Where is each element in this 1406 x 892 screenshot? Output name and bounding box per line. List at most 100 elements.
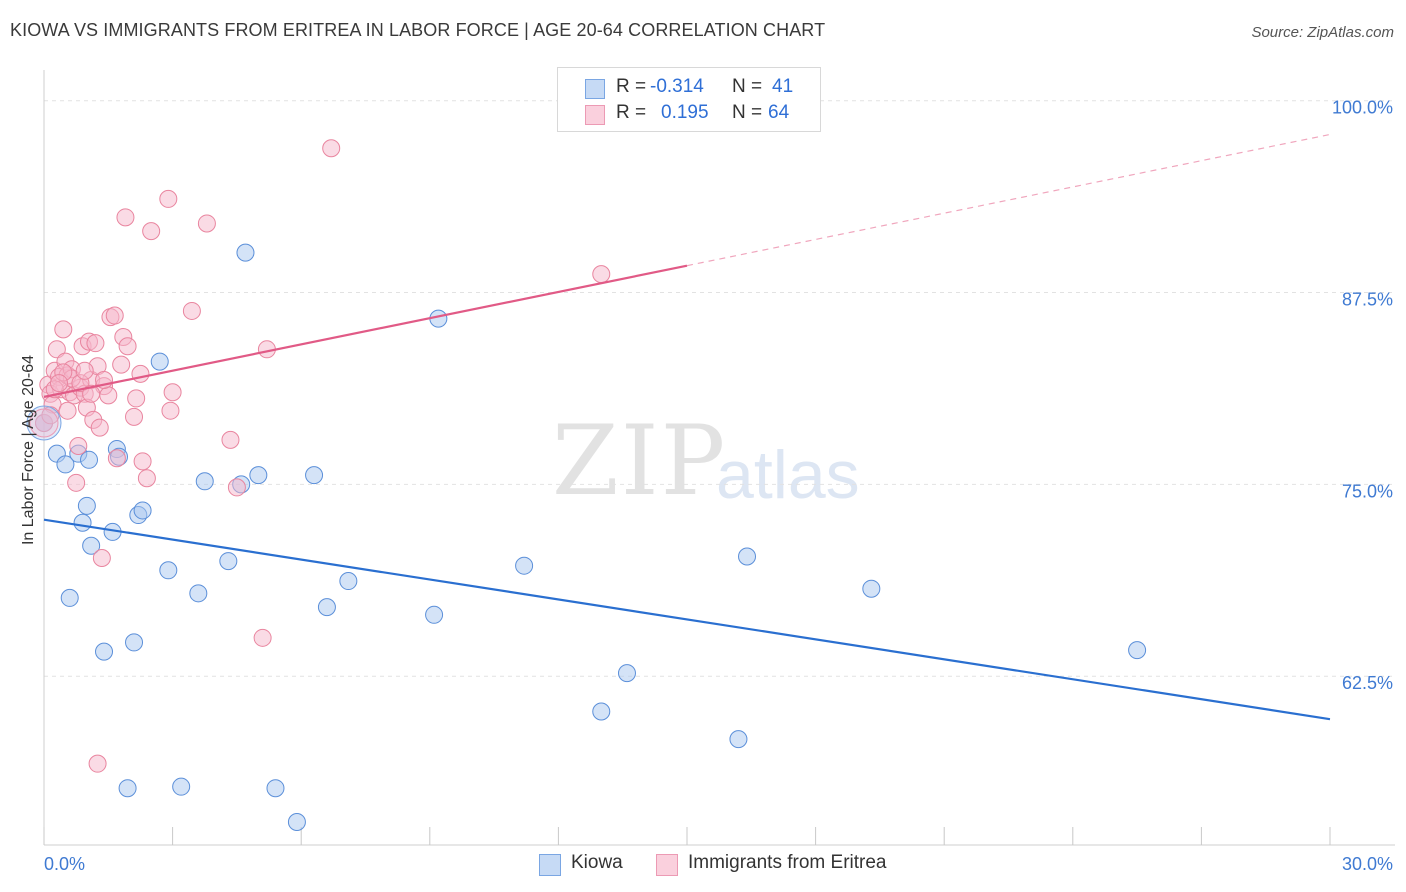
kiowa-point — [60, 588, 79, 607]
kiowa-point — [95, 642, 114, 661]
kiowa-trend-line — [43, 518, 1331, 721]
eritrea-point — [127, 389, 146, 408]
kiowa-point — [592, 702, 611, 721]
kiowa-point — [77, 496, 96, 515]
legend-r-label: R = — [616, 76, 647, 97]
legend-n-label: N = — [732, 76, 763, 97]
eritrea-legend-swatch — [656, 854, 678, 876]
watermark-atlas: atlas — [716, 437, 860, 513]
kiowa-legend-label: Kiowa — [571, 852, 623, 873]
eritrea-point — [90, 418, 109, 437]
eritrea-point — [161, 401, 180, 420]
legend-n-value: 41 — [772, 76, 794, 97]
x-tick-label: 0.0% — [44, 854, 85, 874]
stats-legend: R = -0.314 N = 41 R = 0.195 N = 64 — [557, 67, 821, 132]
eritrea-point — [253, 628, 272, 647]
eritrea-point — [69, 436, 88, 455]
kiowa-point — [617, 664, 636, 683]
eritrea-point — [197, 214, 216, 233]
eritrea-point — [322, 139, 341, 158]
eritrea-trend-line — [43, 264, 688, 398]
eritrea-trend-line-dashed — [686, 133, 1331, 267]
kiowa-point — [219, 552, 238, 571]
eritrea-point — [116, 208, 135, 227]
eritrea-point — [88, 754, 107, 773]
kiowa-point-large — [26, 405, 62, 441]
legend-r-value: 0.195 — [661, 102, 709, 123]
eritrea-point — [92, 549, 111, 568]
legend-n-value: 64 — [768, 102, 790, 123]
kiowa-point — [317, 598, 336, 617]
source-label: Source: ZipAtlas.com — [1251, 24, 1394, 41]
eritrea-point — [131, 364, 150, 383]
kiowa-point — [249, 466, 268, 485]
kiowa-point — [82, 536, 101, 555]
eritrea-legend-label: Immigrants from Eritrea — [688, 852, 887, 873]
kiowa-point — [339, 572, 358, 591]
watermark-zip: ZIP — [552, 405, 728, 517]
kiowa-point — [56, 455, 75, 474]
y-tick-label: 87.5% — [1342, 290, 1393, 310]
kiowa-point — [73, 513, 92, 532]
eritrea-point — [227, 478, 246, 497]
eritrea-point — [58, 401, 77, 420]
kiowa-point — [1128, 641, 1147, 660]
kiowa-swatch — [585, 79, 605, 99]
legend-r-label: R = — [616, 102, 647, 123]
kiowa-point — [236, 243, 255, 262]
y-axis-label: In Labor Force | Age 20-64 — [20, 354, 37, 546]
eritrea-point — [159, 189, 178, 208]
eritrea-point — [125, 407, 144, 426]
eritrea-point — [67, 473, 86, 492]
y-tick-label: 75.0% — [1342, 481, 1393, 501]
eritrea-point — [86, 334, 105, 353]
kiowa-point — [118, 779, 137, 798]
eritrea-point — [133, 452, 152, 471]
legend-r-value: -0.314 — [650, 76, 704, 97]
y-tick-label: 100.0% — [1332, 98, 1393, 118]
eritrea-point — [163, 383, 182, 402]
eritrea-point — [54, 320, 73, 339]
kiowa-point — [150, 352, 169, 371]
kiowa-point — [287, 812, 306, 831]
kiowa-point — [195, 472, 214, 491]
eritrea-point — [221, 430, 240, 449]
kiowa-point — [862, 579, 881, 598]
eritrea-point — [592, 265, 611, 284]
eritrea-point — [50, 374, 69, 393]
eritrea-point — [75, 361, 94, 380]
kiowa-point — [159, 561, 178, 580]
kiowa-point — [125, 633, 144, 652]
eritrea-point — [47, 340, 66, 359]
eritrea-point — [182, 301, 201, 320]
chart-title: KIOWA VS IMMIGRANTS FROM ERITREA IN LABO… — [10, 20, 826, 40]
legend-row-eritrea: R = 0.195 N = 64 — [558, 99, 820, 129]
y-axis-label-wrap: In Labor Force | Age 20-64 — [16, 300, 42, 600]
kiowa-point — [80, 450, 99, 469]
kiowa-point — [515, 556, 534, 575]
eritrea-point — [107, 449, 126, 468]
eritrea-point — [82, 384, 101, 403]
kiowa-point — [133, 501, 152, 520]
kiowa-point — [189, 584, 208, 603]
eritrea-point — [118, 337, 137, 356]
kiowa-point — [266, 779, 285, 798]
eritrea-point — [105, 306, 124, 325]
kiowa-legend-swatch — [539, 854, 561, 876]
kiowa-point — [729, 730, 748, 749]
eritrea-point-large — [29, 408, 59, 438]
x-tick-label: 30.0% — [1342, 854, 1393, 874]
kiowa-point — [172, 777, 191, 796]
eritrea-point — [112, 355, 131, 374]
kiowa-point — [305, 466, 324, 485]
eritrea-point — [142, 222, 161, 241]
legend-n-label: N = — [732, 102, 763, 123]
y-tick-label: 62.5% — [1342, 673, 1393, 693]
kiowa-point — [425, 605, 444, 624]
eritrea-point — [99, 386, 118, 405]
eritrea-point — [137, 469, 156, 488]
eritrea-swatch — [585, 105, 605, 125]
legend-row-kiowa: R = -0.314 N = 41 — [558, 73, 820, 103]
kiowa-point — [738, 547, 757, 566]
